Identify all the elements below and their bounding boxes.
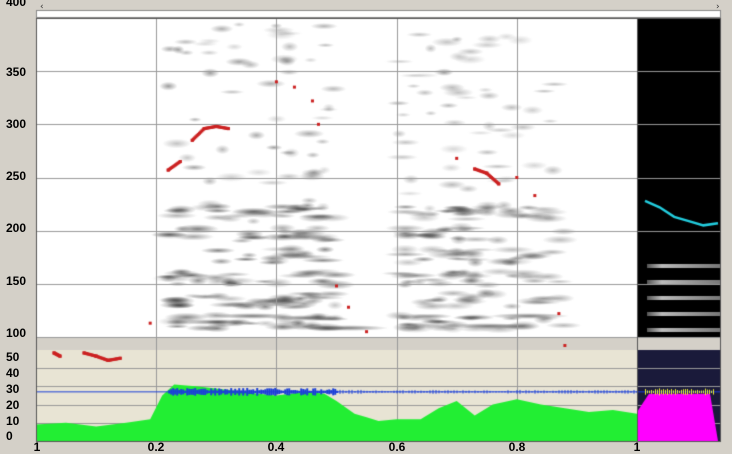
y-tick-10: 10 xyxy=(6,414,20,428)
y-tick-30: 30 xyxy=(6,382,20,396)
y-tick-40: 40 xyxy=(6,366,20,380)
y-tick-300: 300 xyxy=(6,117,27,131)
y-tick-50: 50 xyxy=(6,350,20,364)
x-tick-start: 1 xyxy=(33,440,41,454)
scroll-left-icon[interactable]: ‹ xyxy=(40,2,44,12)
scroll-right-icon[interactable]: › xyxy=(716,2,720,12)
x-tick-0.8: 0.8 xyxy=(508,440,526,454)
y-tick-350: 350 xyxy=(6,65,27,79)
x-tick-0.4: 0.4 xyxy=(267,440,285,454)
x-tick-0.6: 0.6 xyxy=(388,440,406,454)
x-tick-0.2: 0.2 xyxy=(147,440,165,454)
y-tick-0: 0 xyxy=(6,429,13,443)
y-tick-200: 200 xyxy=(6,221,27,235)
y-tick-20: 20 xyxy=(6,398,20,412)
x-tick-end: 1 xyxy=(633,440,641,454)
y-tick-250: 250 xyxy=(6,169,27,183)
y-tick-400: 400 xyxy=(6,0,27,9)
y-tick-100: 100 xyxy=(6,326,27,340)
y-tick-150: 150 xyxy=(6,274,27,288)
